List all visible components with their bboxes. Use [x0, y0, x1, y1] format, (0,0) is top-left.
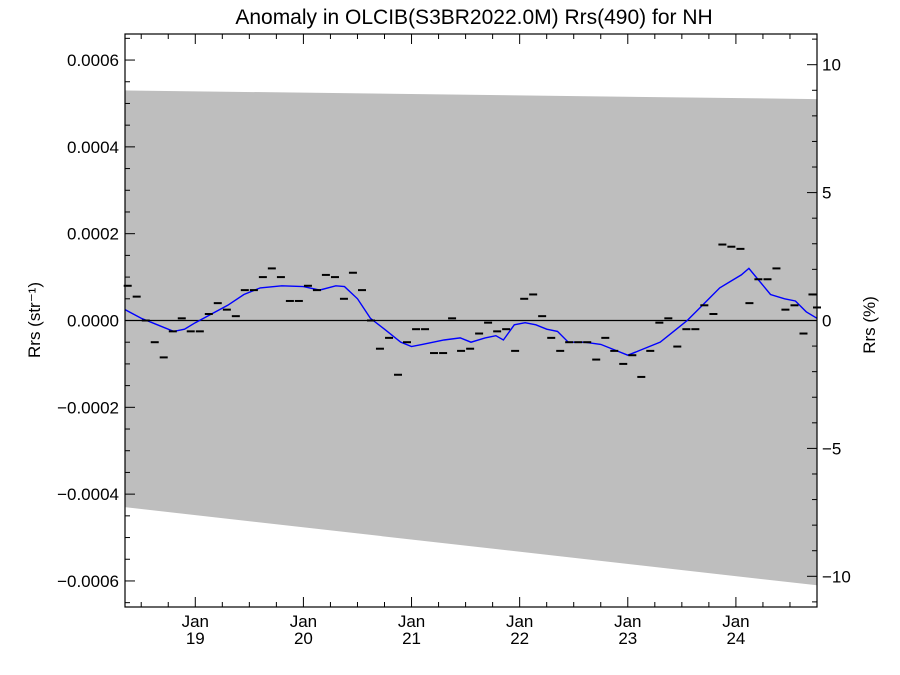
- monthly-markers: [123, 243, 821, 378]
- chart-title: Anomaly in OLCIB(S3BR2022.0M) Rrs(490) f…: [235, 6, 712, 29]
- x-tick-label-month: Jan: [290, 612, 317, 631]
- y-tick-label: 0.0000: [67, 312, 119, 331]
- x-tick-label-month: Jan: [398, 612, 425, 631]
- y-tick-label: −0.0004: [57, 485, 119, 504]
- x-tick-label-month: Jan: [722, 612, 749, 631]
- y-tick-label: 0.0004: [67, 138, 119, 157]
- uncertainty-band: [125, 90, 817, 586]
- band-area: [125, 90, 817, 586]
- y2-tick-label: −10: [822, 567, 851, 586]
- x-tick-label-year: 24: [726, 629, 745, 648]
- y-tick-label: 0.0006: [67, 51, 119, 70]
- x-tick-label-year: 19: [186, 629, 205, 648]
- x-tick-label-year: 21: [402, 629, 421, 648]
- y2-tick-label: 5: [822, 184, 831, 203]
- y2-tick-label: −5: [822, 439, 841, 458]
- x-tick-label-year: 23: [618, 629, 637, 648]
- y-tick-label: 0.0002: [67, 225, 119, 244]
- x-tick-label-month: Jan: [182, 612, 209, 631]
- x-tick-label-year: 22: [510, 629, 529, 648]
- y2-tick-label: 0: [822, 312, 831, 331]
- smoothed-line: [124, 267, 818, 356]
- y-axis-label: Rrs (str⁻¹): [25, 282, 44, 358]
- ticks: 0.0006 0.0004 0.0002 0.0000 −0.0002 −0.0004 −0…: [57, 34, 851, 648]
- x-tick-label-month: Jan: [614, 612, 641, 631]
- y2-axis-label: Rrs (%): [860, 296, 879, 354]
- y-tick-label: −0.0006: [57, 572, 119, 591]
- y-tick-label: −0.0002: [57, 398, 119, 417]
- smoothed-series: [124, 267, 818, 356]
- x-tick-label-year: 20: [294, 629, 313, 648]
- x-tick-label-month: Jan: [506, 612, 533, 631]
- y2-tick-label: 10: [822, 56, 841, 75]
